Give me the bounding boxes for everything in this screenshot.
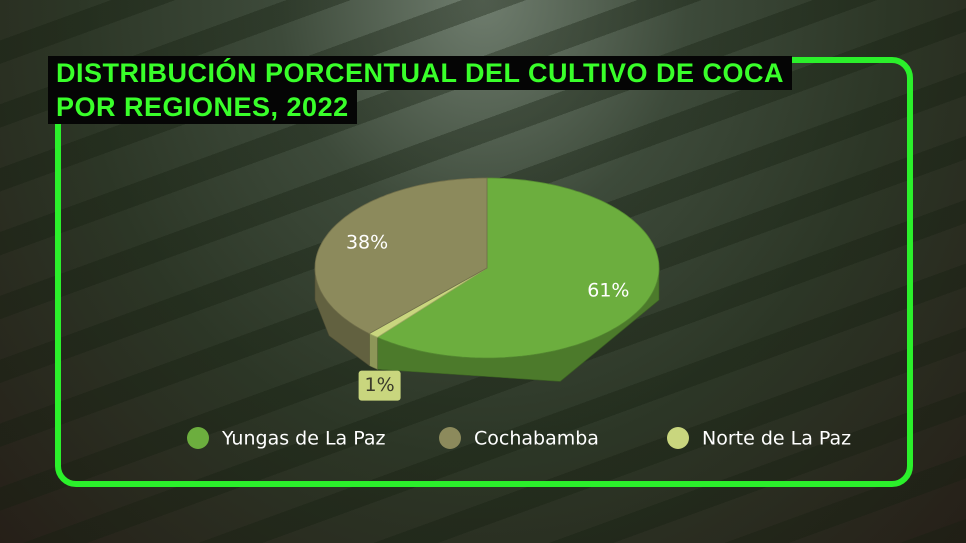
pie-slice	[314, 177, 488, 335]
legend-label: Yungas de La Paz	[221, 428, 385, 450]
data-label: 1%	[365, 374, 395, 396]
pie-slice	[376, 177, 660, 359]
legend-swatch	[187, 427, 209, 449]
slice-side	[369, 333, 378, 370]
chart-title: DISTRIBUCIÓN PORCENTUAL DEL CULTIVO DE C…	[48, 56, 808, 124]
data-label: 38%	[346, 232, 388, 254]
legend-label: Norte de La Paz	[702, 428, 851, 450]
legend-swatch	[439, 427, 461, 449]
data-label-box	[358, 370, 401, 401]
legend-label: Cochabamba	[474, 428, 599, 450]
legend-swatch	[667, 427, 689, 449]
title-text: DISTRIBUCIÓN PORCENTUAL DEL CULTIVO DE C…	[48, 56, 793, 124]
data-label: 61%	[587, 279, 629, 301]
